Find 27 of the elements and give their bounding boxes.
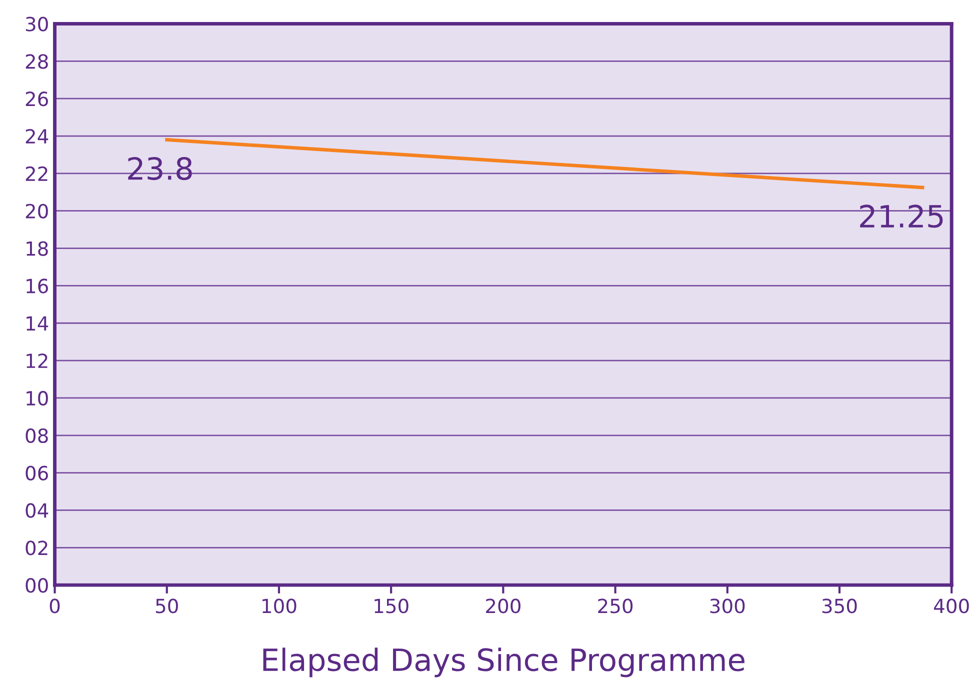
y-tick-label: 28 <box>26 54 48 69</box>
y-tick-label: 26 <box>26 92 48 106</box>
x-tick-label: 0 <box>50 598 60 614</box>
x-tick-label: 200 <box>486 598 520 614</box>
x-tick-label: 50 <box>156 598 178 614</box>
x-tick-label: 150 <box>374 598 408 614</box>
y-tick-label: 14 <box>26 316 48 331</box>
data-label: 21.25 <box>860 204 943 228</box>
y-tick-label: 24 <box>26 128 48 144</box>
y-tick-label: 30 <box>26 16 48 32</box>
x-tick-label: 100 <box>262 598 296 614</box>
y-tick-label: 08 <box>26 428 48 444</box>
y-tick-label: 04 <box>26 503 48 518</box>
x-tick-label: 350 <box>822 598 857 614</box>
y-tick-label: 20 <box>26 204 48 219</box>
y-tick-label: 12 <box>26 354 48 368</box>
y-tick-label: 06 <box>26 466 48 480</box>
x-tick-label: 250 <box>598 598 633 614</box>
y-tick-label: 22 <box>26 166 48 181</box>
y-tick-label: 00 <box>26 578 48 593</box>
y-tick-label: 02 <box>26 540 48 556</box>
y-tick-label: 16 <box>26 278 48 294</box>
y-tick-label: 10 <box>26 390 48 406</box>
x-axis-title: Elapsed Days Since Programme <box>263 648 744 678</box>
x-tick-label: 400 <box>934 598 969 614</box>
y-tick-label: 18 <box>26 241 48 256</box>
x-tick-label: 300 <box>710 598 745 614</box>
